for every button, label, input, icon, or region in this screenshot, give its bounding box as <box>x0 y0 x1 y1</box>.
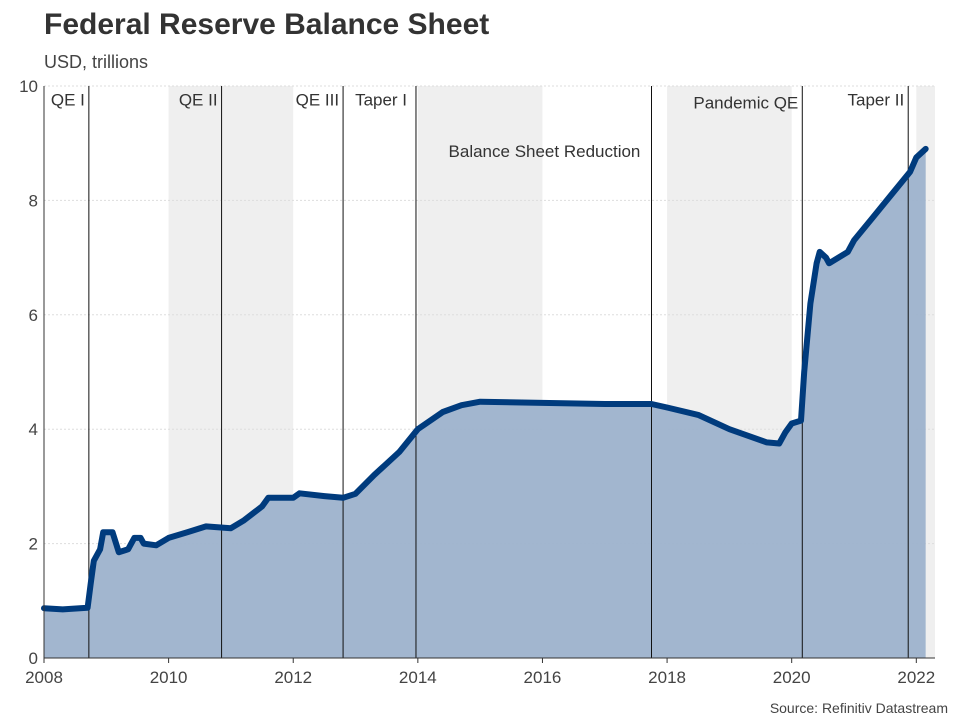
chart-subtitle: USD, trillions <box>44 52 149 72</box>
x-tick-label: 2016 <box>524 668 562 687</box>
x-tick-label: 2010 <box>150 668 188 687</box>
x-tick-label: 2020 <box>773 668 811 687</box>
x-tick-label: 2012 <box>274 668 312 687</box>
annotation-label: Balance Sheet Reduction <box>449 142 641 161</box>
y-tick-label: 2 <box>29 535 38 554</box>
x-tick-label: 2014 <box>399 668 437 687</box>
y-tick-label: 8 <box>29 191 38 210</box>
annotation-label: QE III <box>296 90 339 109</box>
y-tick-label: 10 <box>19 77 38 96</box>
annotation-label: Taper II <box>848 90 905 109</box>
y-tick-label: 4 <box>29 420 38 439</box>
annotation-label: QE I <box>51 90 85 109</box>
source-note: Source: Refinitiv Datastream <box>769 700 948 716</box>
annotation-label: QE II <box>179 90 218 109</box>
annotation-label: Taper I <box>355 90 407 109</box>
y-tick-label: 0 <box>29 649 38 668</box>
x-tick-label: 2022 <box>897 668 935 687</box>
x-tick-label: 2018 <box>648 668 686 687</box>
y-tick-label: 6 <box>29 306 38 325</box>
x-tick-label: 2008 <box>25 668 63 687</box>
series-line <box>41 145 929 613</box>
annotation-label: Pandemic QE <box>693 93 798 112</box>
chart-title: Federal Reserve Balance Sheet <box>44 8 490 41</box>
